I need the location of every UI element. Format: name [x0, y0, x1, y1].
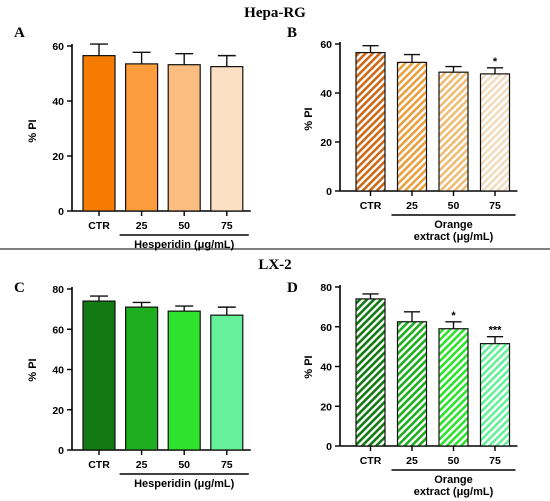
x-tick-label: 50: [178, 459, 190, 471]
y-tick-label: 20: [52, 405, 64, 417]
panel-letter-c: C: [14, 280, 25, 296]
section-title-lx-2: LX-2: [258, 257, 291, 273]
bar: [479, 343, 511, 447]
y-tick-label: 0: [326, 441, 332, 453]
y-tick-label: 60: [52, 324, 64, 336]
bar: [124, 63, 159, 212]
y-tick-label: 20: [320, 401, 332, 413]
y-tick-label: 40: [52, 96, 64, 108]
panel-letter-a: A: [14, 25, 25, 41]
x-axis-label: extract (μg/mL): [414, 231, 494, 243]
x-tick-label: 25: [136, 220, 148, 232]
y-axis-label: % PI: [27, 119, 39, 142]
y-tick-label: 40: [320, 88, 332, 100]
x-tick-label: 25: [406, 455, 418, 467]
bar: [124, 306, 159, 451]
section-title-hepa-rg: Hepa-RG: [244, 5, 306, 21]
x-tick-label: 50: [448, 455, 460, 467]
x-axis-label: Orange: [434, 474, 473, 486]
x-axis-label: Hesperidin (μg/mL): [134, 239, 235, 251]
bar: [479, 73, 511, 192]
y-tick-label: 20: [320, 137, 332, 149]
significance-label: *: [451, 310, 456, 322]
y-tick-label: 0: [58, 206, 64, 218]
x-tick-label: 75: [221, 459, 233, 471]
significance-label: ***: [489, 325, 503, 337]
chart-panel-c: 0 20 40 60 80 % PI CTR 25 50 75 Hesperidin (μg/mL): [27, 284, 251, 490]
bar: [82, 300, 116, 451]
y-tick-label: 0: [58, 445, 64, 457]
y-tick-label: 60: [52, 41, 64, 53]
x-tick-label: 75: [221, 220, 233, 232]
x-tick-label: CTR: [360, 200, 382, 212]
y-tick-label: 60: [320, 322, 332, 334]
y-tick-label: 80: [320, 282, 332, 294]
bar: [438, 328, 469, 447]
chart-panel-a: 0 20 40 60 % PI CTR 25 50 75 Hesperidin (μg/mL): [27, 41, 251, 251]
significance-label: *: [493, 56, 498, 68]
y-axis-label: % PI: [27, 358, 39, 381]
x-tick-label: 25: [406, 200, 418, 212]
y-tick-label: 80: [52, 284, 64, 296]
x-tick-label: 50: [178, 220, 190, 232]
x-tick-label: 50: [448, 200, 460, 212]
bar: [396, 321, 428, 447]
bar: [355, 51, 386, 192]
x-tick-label: 25: [136, 459, 148, 471]
bar: [167, 310, 201, 451]
bar: [167, 64, 201, 212]
x-tick-label: 75: [489, 455, 501, 467]
y-tick-label: 40: [52, 365, 64, 377]
panel-letter-d: D: [287, 280, 298, 296]
bar: [210, 314, 244, 451]
bar: [355, 298, 386, 447]
bar: [438, 71, 469, 192]
bar: [396, 61, 428, 192]
bar: [210, 66, 244, 212]
panel-letter-b: B: [287, 25, 297, 41]
x-tick-label: CTR: [360, 455, 382, 467]
x-tick-label: 75: [489, 200, 501, 212]
y-tick-label: 60: [320, 39, 332, 51]
y-tick-label: 40: [320, 362, 332, 374]
x-axis-label: Hesperidin (μg/mL): [134, 478, 235, 490]
chart-panel-d: 0 20 40 60 80 % PI CTR 25 * 50 *** 75 Orangeextract …: [303, 282, 518, 498]
bar: [82, 55, 116, 212]
y-axis-label: % PI: [303, 355, 315, 378]
y-tick-label: 20: [52, 151, 64, 163]
y-tick-label: 0: [326, 186, 332, 198]
x-tick-label: CTR: [88, 220, 110, 232]
x-axis-label: extract (μg/mL): [414, 486, 494, 498]
x-axis-label: Orange: [434, 219, 473, 231]
y-axis-label: % PI: [303, 107, 315, 130]
x-tick-label: CTR: [88, 459, 110, 471]
